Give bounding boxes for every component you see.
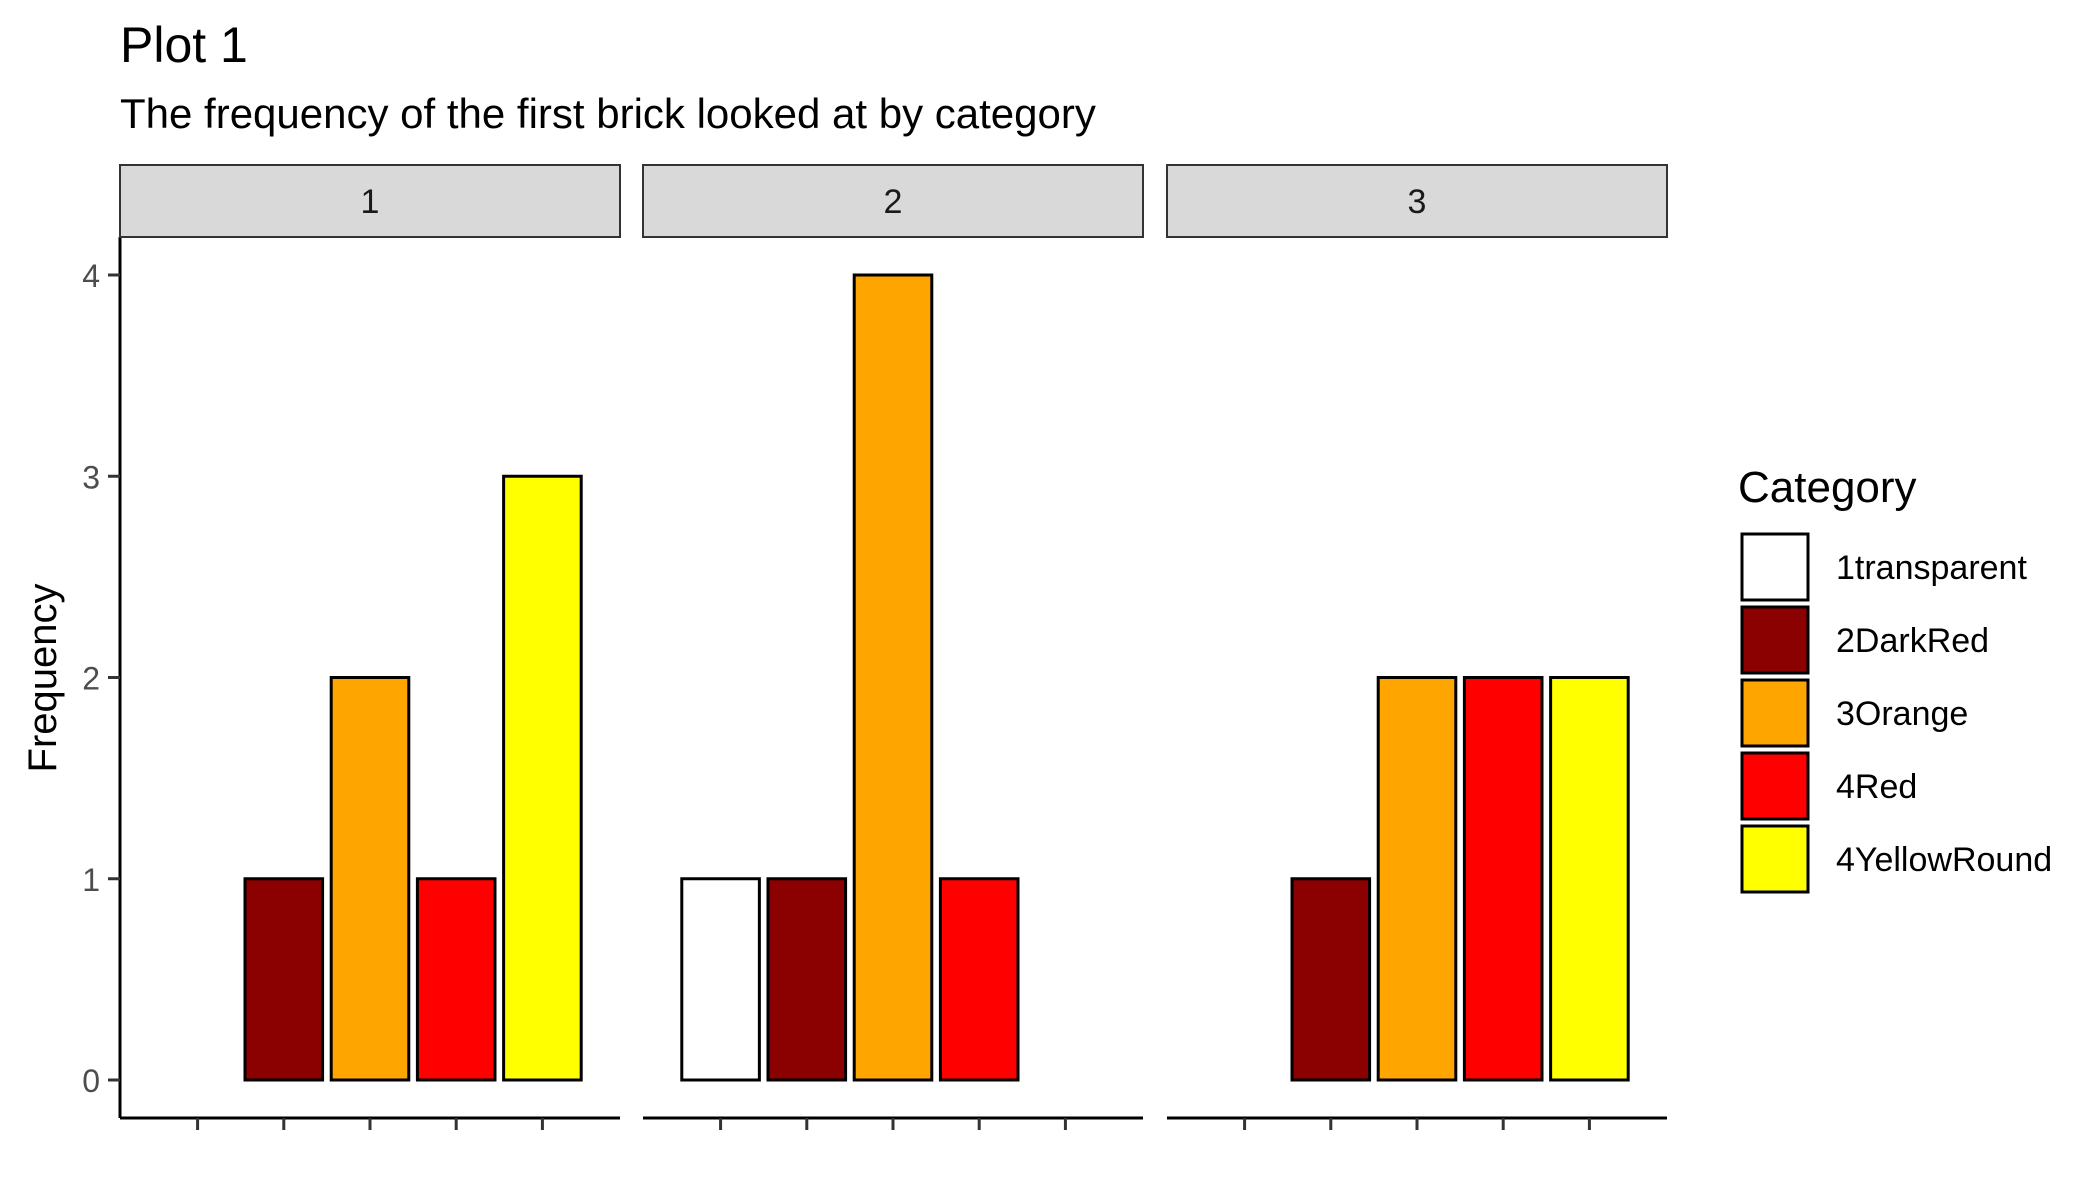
bar-2DarkRed bbox=[766, 877, 848, 1082]
y-axis: 0 1 2 3 4 Frequency bbox=[21, 237, 122, 1118]
bar-2DarkRed bbox=[243, 877, 325, 1082]
bar-2DarkRed bbox=[1290, 877, 1372, 1082]
facet-strip-label: 1 bbox=[361, 183, 380, 221]
bar-4Red bbox=[415, 877, 497, 1082]
chart-subtitle: The frequency of the first brick looked … bbox=[120, 90, 1096, 137]
legend-label: 3Orange bbox=[1836, 695, 1968, 733]
legend-label: 2DarkRed bbox=[1836, 622, 1989, 660]
facet-strip-label: 2 bbox=[884, 183, 903, 221]
legend-swatch bbox=[1740, 605, 1810, 675]
facet-panel-3: 3 bbox=[1166, 164, 1668, 1130]
bar-4YellowRound bbox=[502, 474, 583, 1082]
legend-label: 4Red bbox=[1836, 768, 1917, 806]
bar-4Red bbox=[1462, 676, 1544, 1082]
legend-swatch bbox=[1740, 678, 1810, 748]
legend-swatch bbox=[1740, 751, 1810, 821]
facet-panel-2: 2 bbox=[642, 164, 1144, 1130]
y-tick-label: 1 bbox=[82, 862, 100, 898]
y-axis-label: Frequency bbox=[21, 584, 65, 773]
bar-3Orange bbox=[852, 273, 934, 1082]
bar-4Red bbox=[938, 877, 1020, 1082]
facet-strip bbox=[642, 164, 1144, 238]
legend-title: Category bbox=[1738, 463, 1917, 512]
y-tick-label: 2 bbox=[82, 661, 100, 697]
legend-label: 1transparent bbox=[1836, 549, 2027, 587]
legend-label: 4YellowRound bbox=[1836, 841, 2052, 879]
legend-swatch bbox=[1740, 532, 1810, 602]
y-tick-label: 0 bbox=[82, 1063, 100, 1099]
y-tick-label: 3 bbox=[82, 459, 100, 495]
facet-strip bbox=[119, 164, 621, 238]
bar-3Orange bbox=[1376, 676, 1458, 1082]
legend-swatch bbox=[1740, 824, 1810, 894]
bar-4YellowRound bbox=[1549, 676, 1630, 1082]
facet-strip-label: 3 bbox=[1408, 183, 1427, 221]
facet-panel-1: 1 bbox=[119, 164, 621, 1130]
facet-panels: 1 2 3 bbox=[119, 164, 1668, 1130]
y-tick-label: 4 bbox=[82, 258, 100, 294]
bar-1transparent bbox=[680, 877, 761, 1082]
bar-3Orange bbox=[329, 676, 411, 1082]
chart-title: Plot 1 bbox=[120, 17, 248, 73]
legend: Category 1transparent 2DarkRed 3Orange 4Red 4… bbox=[1738, 463, 2052, 894]
facet-strip bbox=[1166, 164, 1668, 238]
